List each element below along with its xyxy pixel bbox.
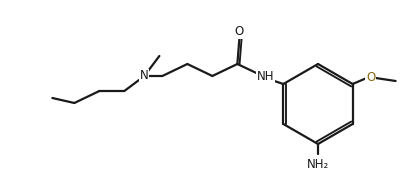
Text: O: O — [366, 71, 375, 84]
Text: N: N — [140, 70, 149, 83]
Text: NH₂: NH₂ — [307, 157, 329, 170]
Text: NH: NH — [257, 70, 274, 84]
Text: O: O — [235, 26, 244, 39]
